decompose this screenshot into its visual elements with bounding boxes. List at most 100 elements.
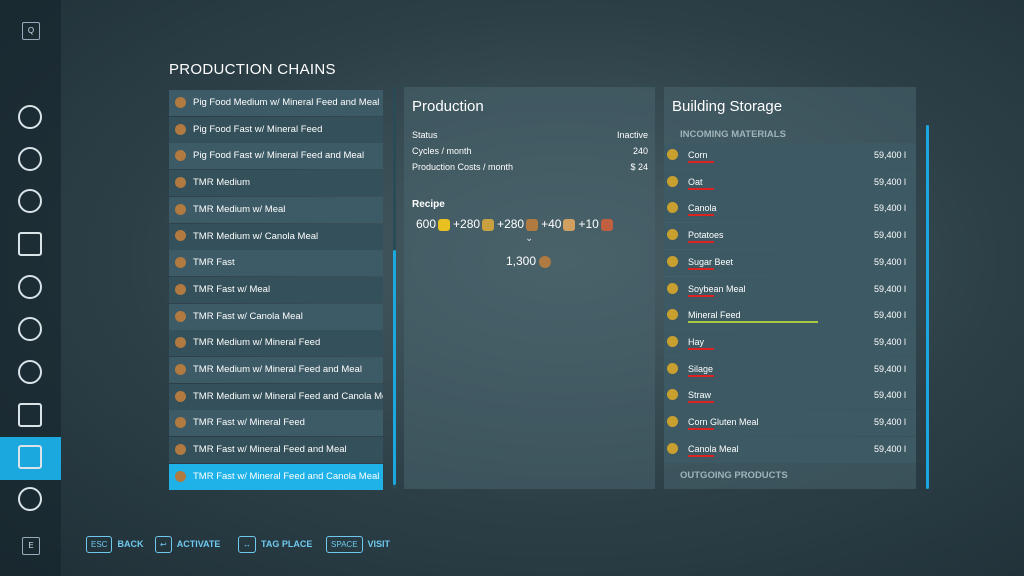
material-name: Potatoes [688, 230, 724, 241]
chain-item[interactable]: TMR Fast w/ Canola Meal [169, 303, 383, 330]
chain-item[interactable]: TMR Fast w/ Mineral Feed and Meal [169, 437, 383, 464]
chain-item[interactable]: TMR Fast w/ Meal [169, 276, 383, 303]
material-amount: 59,400 l [873, 150, 906, 160]
chain-name: TMR Fast w/ Meal [193, 283, 271, 295]
chain-item[interactable]: TMR Medium [169, 170, 383, 197]
nav-icon[interactable] [18, 360, 42, 384]
material-amount: 59,400 l [873, 363, 906, 374]
storage-row: Oat 59,400 l [664, 169, 916, 196]
nav-icon[interactable] [18, 487, 42, 511]
chain-item[interactable]: Pig Food Fast w/ Mineral Feed and Meal [169, 143, 383, 170]
storage-row: Corn Gluten Meal 59,400 l [664, 410, 916, 436]
action: TAG PLACE [261, 539, 313, 549]
nav-icon[interactable] [18, 445, 42, 469]
scroll-thumb [393, 250, 396, 485]
sidebar: Q E [0, 0, 61, 576]
key-hint: E [22, 537, 40, 555]
material-amount: 59,400 l [873, 390, 906, 401]
scrollbar [926, 125, 929, 489]
arrow: ⌄ [525, 233, 534, 244]
nav-icon[interactable] [18, 105, 42, 129]
storage-row: Hay 59,400 l [664, 329, 916, 356]
fill-bar [688, 214, 714, 217]
key-hint[interactable]: SPACE VISIT [326, 536, 390, 553]
chain-item[interactable]: TMR Medium w/ Mineral Feed and Canola Me… [169, 383, 383, 410]
nav-icon[interactable] [18, 189, 42, 213]
material-name: Canola [688, 203, 717, 214]
material-name: Sugar Beet [688, 256, 734, 267]
stat-value: Inactive [616, 130, 648, 140]
fill-bar [688, 294, 714, 297]
chain-item[interactable]: TMR Fast w/ Mineral Feed [169, 410, 383, 437]
fill-bar [688, 401, 714, 404]
stat-label: Cycles / month [412, 146, 472, 156]
chain-item[interactable]: TMR Medium w/ Mineral Feed and Meal [169, 357, 383, 383]
input-amount: +10 [578, 217, 599, 231]
page-title: PRODUCTION CHAINS [169, 61, 336, 78]
storage-row: Mineral Feed 59,400 l [664, 303, 916, 330]
chain-item[interactable]: TMR Fast w/ Mineral Feed and Canola Meal [169, 463, 383, 490]
chain-name: TMR Fast w/ Canola Meal [193, 310, 303, 322]
key-hint[interactable]: ↩ ACTIVATE [155, 536, 220, 553]
fill-bar [688, 187, 714, 190]
stat-label: Production Costs / month [412, 162, 514, 172]
section-label: OUTGOING PRODUCTS [680, 470, 788, 481]
material-name: Corn [688, 150, 708, 160]
key-hint[interactable]: ESC BACK [86, 536, 143, 553]
material-amount: 59,400 l [873, 176, 906, 187]
material-amount: 59,400 l [873, 310, 906, 321]
material-amount: 59,400 l [873, 283, 906, 294]
nav-icon[interactable] [18, 275, 42, 299]
storage-row: Corn 59,400 l [664, 143, 916, 169]
chain-item[interactable]: TMR Fast [169, 250, 383, 277]
chain-item[interactable]: Pig Food Fast w/ Mineral Feed [169, 116, 383, 143]
recipe-label: Recipe [412, 199, 445, 210]
key: ↩ [155, 536, 172, 553]
stat-label: Status [412, 130, 438, 140]
material-amount: 59,400 l [873, 443, 906, 454]
material-name: Hay [688, 336, 705, 347]
chain-name: TMR Fast w/ Mineral Feed and Canola Meal [193, 470, 380, 482]
key: SPACE [326, 536, 363, 553]
chain-item[interactable]: TMR Medium w/ Canola Meal [169, 223, 383, 250]
chain-name: TMR Medium w/ Canola Meal [193, 230, 319, 242]
nav-icon[interactable] [18, 232, 42, 256]
item-icon [482, 218, 495, 231]
material-name: Canola Meal [688, 443, 739, 454]
material-amount: 59,400 l [873, 230, 906, 241]
material-amount: 59,400 l [873, 256, 906, 267]
fill-bar [688, 267, 714, 270]
nav-icon[interactable] [18, 147, 42, 171]
chain-item[interactable]: Pig Food Medium w/ Mineral Feed and Meal [169, 90, 383, 116]
chain-name: TMR Medium w/ Mineral Feed and Meal [193, 364, 362, 375]
input-amount: +280 [497, 217, 525, 231]
fill-bar [688, 321, 818, 324]
selected-tab [0, 437, 61, 480]
material-name: Straw [688, 390, 712, 401]
item-icon [438, 218, 451, 231]
material-name: Corn Gluten Meal [688, 417, 759, 427]
material-name: Oat [688, 176, 703, 187]
material-name: Soybean Meal [688, 283, 746, 294]
recipe-output: 1,300 [506, 254, 552, 268]
fill-bar [688, 161, 714, 163]
action: VISIT [367, 539, 391, 549]
action: BACK [117, 539, 144, 549]
item-icon [563, 218, 576, 231]
storage-row: Canola Meal 59,400 l [664, 436, 916, 463]
chain-item[interactable]: TMR Medium w/ Meal [169, 196, 383, 223]
section-label: INCOMING MATERIALS [680, 129, 786, 140]
nav-icon[interactable] [18, 317, 42, 341]
chain-name: TMR Fast w/ Mineral Feed [193, 417, 305, 429]
key-hint[interactable]: ↔ TAG PLACE [238, 536, 312, 553]
stat-value: 240 [632, 146, 648, 156]
material-amount: 59,400 l [873, 417, 906, 427]
key: ↔ [238, 536, 256, 553]
chain-name: TMR Medium [193, 177, 251, 189]
chain-item[interactable]: TMR Medium w/ Mineral Feed [169, 330, 383, 357]
input-amount: +40 [541, 217, 562, 231]
chain-name: Pig Food Fast w/ Mineral Feed [193, 123, 323, 135]
storage-row: Potatoes 59,400 l [664, 223, 916, 250]
nav-icon[interactable] [18, 403, 42, 427]
